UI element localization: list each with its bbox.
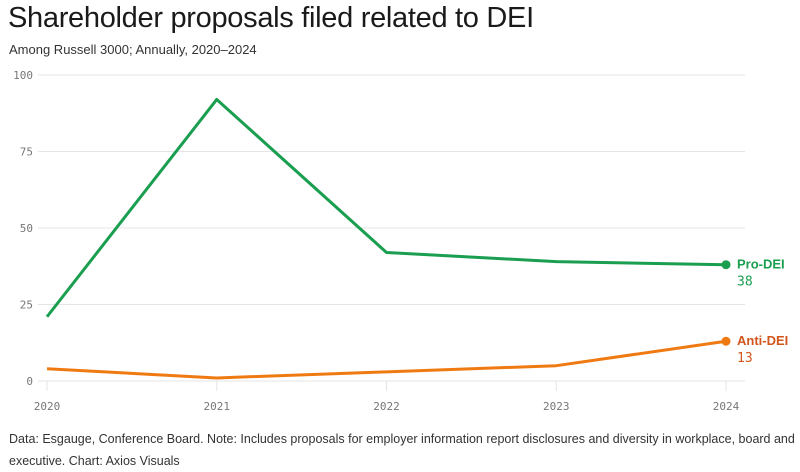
- series-line-pro-dei: [45, 97, 727, 318]
- x-tick-label: 2023: [543, 400, 570, 413]
- chart-subtitle: Among Russell 3000; Annually, 2020–2024: [9, 42, 257, 57]
- x-tick-label: 2022: [373, 400, 400, 413]
- series-line-anti-dei: [46, 339, 727, 380]
- x-tick-label: 2021: [204, 400, 231, 413]
- series-end-value: 13: [737, 351, 753, 366]
- y-tick-label: 100: [13, 69, 33, 82]
- y-tick-label: 50: [20, 222, 33, 235]
- end-point: [721, 260, 731, 270]
- y-tick-label: 0: [26, 375, 33, 388]
- y-tick-label: 25: [20, 299, 33, 312]
- series-label: Anti-DEI: [737, 333, 788, 348]
- x-tick-label: 2024: [713, 400, 740, 413]
- series-label: Pro-DEI: [737, 257, 785, 272]
- chart-title: Shareholder proposals filed related to D…: [8, 2, 534, 34]
- series-end-value: 38: [737, 275, 753, 290]
- x-tick-label: 2020: [34, 400, 61, 413]
- y-tick-label: 75: [20, 146, 33, 159]
- end-point: [721, 336, 731, 346]
- source-note: Data: Esgauge, Conference Board. Note: I…: [9, 432, 795, 468]
